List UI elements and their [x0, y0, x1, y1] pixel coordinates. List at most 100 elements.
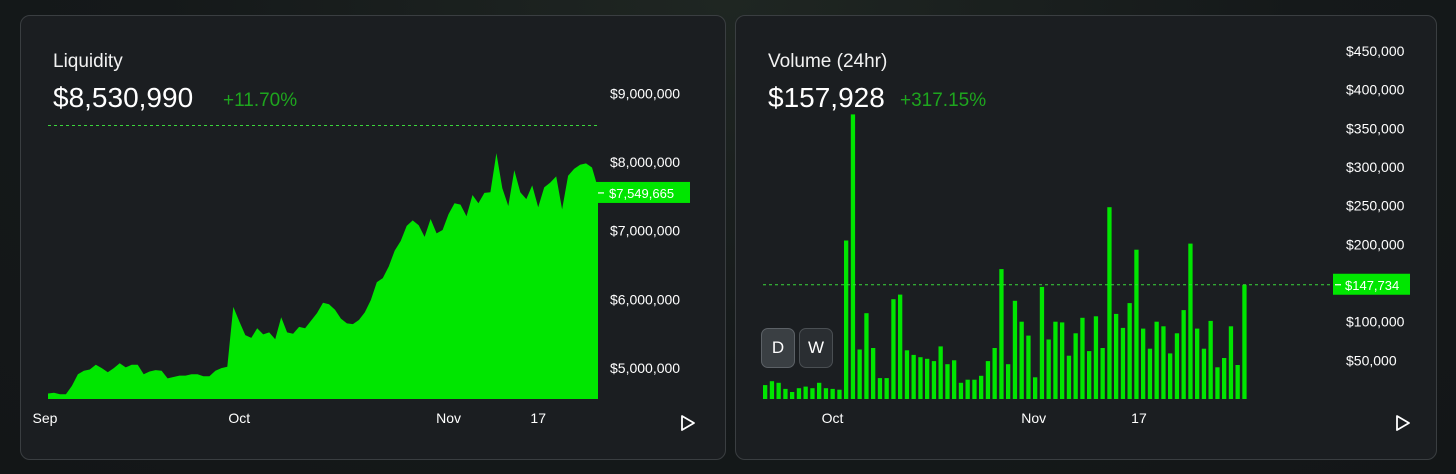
volume-value: $157,928	[768, 82, 885, 113]
play-icon[interactable]	[1394, 414, 1412, 432]
volume-bar	[1161, 326, 1166, 399]
volume-bar	[1019, 321, 1024, 399]
y-tick-label: $350,000	[1346, 120, 1405, 136]
volume-bar	[1168, 353, 1173, 399]
volume-bar	[769, 381, 775, 399]
volume-price-tag-label: $147,734	[1345, 278, 1399, 293]
volume-title: Volume (24hr)	[768, 51, 888, 72]
y-tick-label: $400,000	[1346, 82, 1405, 98]
volume-bar	[945, 364, 950, 399]
volume-bar	[1060, 322, 1065, 399]
x-tick-label: Sep	[33, 410, 58, 426]
timeframe-week-button[interactable]: W	[799, 328, 833, 368]
volume-bar	[952, 360, 957, 399]
volume-bar	[1093, 316, 1099, 399]
volume-bar	[763, 385, 768, 399]
volume-bar	[904, 350, 910, 399]
volume-bar	[884, 378, 889, 399]
volume-bar	[1073, 333, 1078, 399]
volume-bar	[830, 388, 835, 399]
volume-bar	[1046, 339, 1051, 399]
x-tick-label: 17	[530, 410, 546, 426]
volume-bar	[911, 354, 916, 399]
volume-bar	[864, 313, 869, 399]
y-tick-label: $5,000,000	[610, 360, 680, 376]
volume-bar	[1195, 328, 1200, 399]
volume-bar	[877, 378, 883, 399]
volume-bar	[803, 386, 808, 399]
volume-bar	[857, 349, 862, 399]
volume-bar	[891, 299, 896, 399]
x-tick-label: Oct	[822, 410, 844, 426]
volume-bar	[1154, 321, 1159, 399]
volume-price-tag: $147,734	[1333, 273, 1410, 295]
volume-bar	[985, 361, 991, 399]
volume-change: +317.15%	[900, 90, 987, 111]
volume-bar	[871, 348, 876, 399]
volume-bar	[1066, 355, 1072, 399]
liquidity-area-series	[48, 153, 598, 399]
volume-bar	[790, 392, 795, 399]
volume-bar	[1208, 320, 1213, 399]
y-tick-label: $8,000,000	[610, 154, 680, 170]
volume-bar	[810, 388, 815, 399]
volume-bar	[938, 346, 943, 399]
volume-bar	[776, 382, 781, 399]
volume-bar	[972, 379, 977, 399]
volume-bar	[1087, 351, 1092, 399]
y-tick-label: $7,000,000	[610, 223, 680, 239]
y-tick-label: $200,000	[1346, 236, 1405, 252]
liquidity-change: +11.70%	[223, 90, 298, 111]
volume-bar	[1181, 310, 1186, 399]
volume-bar	[823, 388, 829, 399]
volume-bar	[1235, 365, 1240, 399]
volume-chart[interactable]: $450,000 $400,000 $350,000 $300,000 $250,000…	[736, 16, 1437, 460]
volume-bar	[958, 382, 964, 399]
x-tick-label: Nov	[1021, 410, 1046, 426]
volume-bar	[1006, 364, 1011, 399]
y-tick-label: $250,000	[1346, 198, 1405, 214]
y-tick-label: $100,000	[1346, 314, 1405, 330]
volume-bar	[1114, 313, 1119, 399]
volume-bar	[918, 357, 923, 399]
y-tick-label: $9,000,000	[610, 85, 680, 101]
volume-bar	[1242, 284, 1247, 399]
volume-card: Volume (24hr) $157,928 +317.15% $450,000…	[735, 15, 1437, 460]
volume-bar	[844, 240, 849, 399]
x-tick-label: Nov	[436, 410, 461, 426]
liquidity-chart[interactable]: $9,000,000 $8,000,000 $7,000,000 $6,000,000…	[21, 16, 726, 460]
y-tick-label: $450,000	[1346, 43, 1405, 59]
volume-bar	[898, 294, 903, 399]
volume-bar	[965, 379, 970, 399]
liquidity-price-tag: $7,549,665	[596, 181, 690, 203]
y-tick-label: $300,000	[1346, 159, 1405, 175]
volume-bar	[979, 375, 984, 399]
y-tick-label: $50,000	[1346, 352, 1397, 368]
volume-bar	[1033, 377, 1038, 399]
volume-bar	[1222, 358, 1227, 399]
volume-bar	[1188, 243, 1193, 399]
volume-bar	[1120, 327, 1126, 399]
volume-bar	[837, 389, 842, 399]
volume-bar	[1201, 348, 1207, 399]
volume-bar	[1141, 328, 1146, 399]
volume-bar	[1039, 286, 1045, 399]
volume-bar	[992, 348, 997, 399]
timeframe-day-button[interactable]: D	[761, 328, 795, 368]
x-tick-label: Oct	[228, 410, 250, 426]
liquidity-price-tag-label: $7,549,665	[609, 186, 674, 201]
volume-bar	[931, 361, 937, 399]
volume-bar	[1174, 333, 1180, 399]
volume-bar	[1053, 321, 1058, 399]
y-tick-label: $6,000,000	[610, 291, 680, 307]
volume-bar	[850, 114, 856, 400]
play-icon[interactable]	[679, 414, 697, 432]
volume-bar	[1147, 348, 1153, 399]
volume-bar	[999, 269, 1004, 399]
volume-bar	[817, 382, 822, 399]
volume-bar	[1080, 317, 1085, 399]
volume-bar	[796, 388, 802, 399]
volume-bar	[1107, 207, 1112, 399]
volume-bar	[1012, 300, 1018, 399]
volume-bar	[925, 358, 930, 399]
